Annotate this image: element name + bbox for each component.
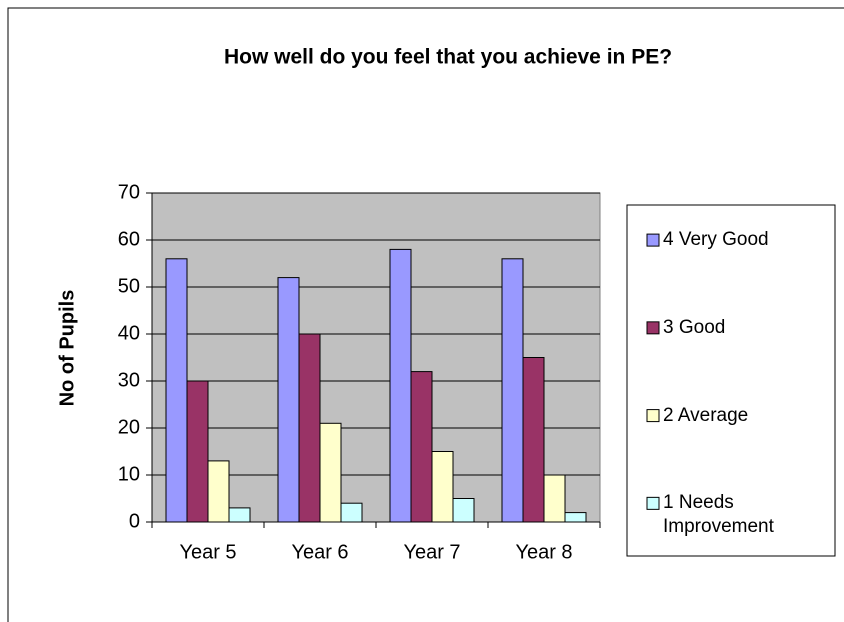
legend-box — [626, 204, 836, 557]
y-tick-label: 50 — [118, 275, 140, 297]
chart-border — [7, 7, 844, 622]
legend-entry-box: 3 Good — [663, 316, 726, 338]
legend-label: 2 Average — [663, 404, 749, 426]
y-tick-label: 0 — [129, 510, 140, 532]
legend-label: 4 Very Good — [663, 229, 769, 251]
legend-entry-box: 2 Average — [663, 404, 749, 426]
legend-entry-box: 4 Very Good — [663, 229, 769, 251]
y-axis-label: No of Pupils — [56, 290, 78, 407]
bar — [452, 498, 475, 523]
bar — [410, 371, 433, 523]
legend-swatch — [646, 496, 660, 510]
chart-title: How well do you feel that you achieve in… — [224, 46, 672, 69]
bar — [165, 258, 188, 523]
bar — [277, 277, 300, 523]
bar — [431, 451, 454, 523]
y-tick-label: 40 — [118, 322, 140, 344]
bar — [522, 357, 545, 523]
y-tick-label: 70 — [118, 181, 140, 203]
legend-swatch — [646, 233, 660, 247]
legend-entry-box: 1 Needs Improvement — [663, 492, 774, 538]
x-tick-label: Year 7 — [403, 541, 460, 563]
x-tick-label: Year 6 — [291, 541, 348, 563]
bar — [186, 380, 209, 523]
bar — [501, 258, 524, 523]
bar — [298, 333, 321, 523]
legend-label: 3 Good — [663, 316, 726, 338]
bar — [543, 474, 566, 523]
y-tick-label: 10 — [118, 463, 140, 485]
bar — [207, 460, 230, 523]
bar — [340, 502, 363, 523]
legend-swatch — [646, 321, 660, 335]
bar — [228, 507, 251, 523]
bar — [564, 512, 587, 523]
y-tick-label: 30 — [118, 369, 140, 391]
x-tick-label: Year 5 — [179, 541, 236, 563]
bar — [319, 422, 342, 523]
x-tick-label: Year 8 — [515, 541, 572, 563]
y-tick-label: 20 — [118, 416, 140, 438]
y-tick-label: 60 — [118, 228, 140, 250]
bar — [389, 248, 412, 523]
legend-label: 1 Needs Improvement — [663, 492, 774, 538]
legend-swatch — [646, 409, 660, 423]
